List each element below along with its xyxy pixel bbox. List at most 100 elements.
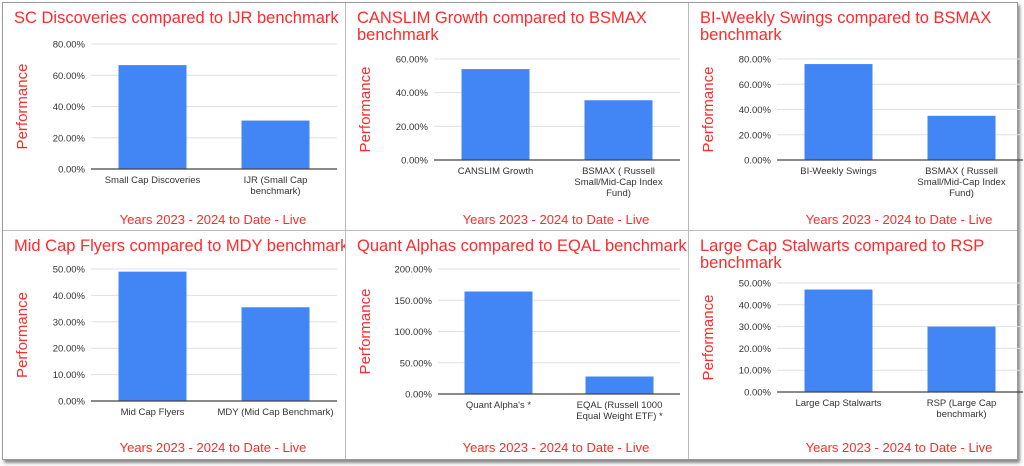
y-tick-label: 0.00% [58, 165, 85, 176]
y-axis-title: Performance [357, 67, 374, 153]
chart-title: SC Discoveries compared to IJR benchmark [14, 9, 339, 27]
bar [584, 100, 653, 160]
y-axis-title: Performance [14, 64, 31, 150]
x-tick-label: Mid Cap Flyers [121, 407, 185, 418]
chart-panel-quant-alphas: Quant Alphas compared to EQAL benchmark 0… [346, 231, 689, 459]
chart-title-line: benchmark [700, 26, 782, 44]
y-tick-label: 40.00% [396, 88, 429, 99]
y-tick-label: 40.00% [53, 291, 86, 302]
chart-title-line: CANSLIM Growth compared to BSMAX [357, 9, 647, 27]
y-tick-label: 20.00% [739, 130, 772, 141]
x-axis-title: Years 2023 - 2024 to Date - Live [463, 440, 650, 455]
y-tick-label: 10.00% [739, 366, 772, 377]
x-axis-title: Years 2023 - 2024 to Date - Live [806, 440, 993, 455]
bar [241, 307, 310, 401]
x-axis-title: Years 2023 - 2024 to Date - Live [120, 440, 307, 455]
y-tick-label: 40.00% [53, 102, 86, 113]
bar-chart: Mid Cap Flyers compared to MDY benchmark… [14, 237, 346, 455]
chart-panel-mid-cap-flyers: Mid Cap Flyers compared to MDY benchmark… [3, 231, 346, 459]
x-tick-label-line: Fund) [949, 188, 974, 199]
chart-title-line: SC Discoveries compared to IJR benchmark [14, 9, 339, 27]
bar [241, 120, 310, 169]
y-tick-label: 60.00% [396, 55, 429, 66]
dashboard-frame: SC Discoveries compared to IJR benchmark… [2, 2, 1023, 460]
x-tick-label: EQAL (Russell 1000 Equal Weight ETF) * [576, 400, 663, 422]
chart-title-line: Mid Cap Flyers compared to MDY benchmark [14, 237, 346, 255]
x-tick-label: RSP (Large Cap benchmark) [927, 398, 997, 420]
x-tick-label-line: IJR (Small Cap [244, 175, 308, 186]
y-tick-label: 0.00% [405, 390, 432, 401]
chart-title: CANSLIM Growth compared to BSMAX benchmar… [357, 9, 647, 44]
x-tick-label-line: Small Cap Discoveries [105, 175, 201, 186]
x-tick-label-line: CANSLIM Growth [458, 166, 534, 177]
x-tick-label-line: Small/Mid-Cap Index [917, 177, 1005, 188]
y-tick-label: 0.00% [401, 156, 428, 167]
y-tick-label: 40.00% [739, 300, 772, 311]
y-tick-label: 0.00% [58, 397, 85, 408]
y-tick-label: 40.00% [739, 105, 772, 116]
y-axis-title: Performance [14, 292, 31, 378]
x-axis-title: Years 2023 - 2024 to Date - Live [120, 212, 307, 227]
y-tick-label: 50.00% [400, 358, 433, 369]
bar [118, 271, 187, 401]
bar [927, 326, 996, 392]
chart-title-line: benchmark [357, 26, 439, 44]
x-tick-label-line: Fund) [606, 188, 631, 199]
x-tick-label: Large Cap Stalwarts [795, 398, 881, 409]
chart-panel-biweekly-swings: BI-Weekly Swings compared to BSMAX benchm… [689, 3, 1024, 231]
y-tick-label: 50.00% [53, 265, 86, 276]
chart-title: Large Cap Stalwarts compared to RSP bench… [700, 237, 984, 272]
x-tick-label-line: EQAL (Russell 1000 [577, 400, 663, 411]
x-axis-title: Years 2023 - 2024 to Date - Live [806, 212, 993, 227]
bar [118, 65, 187, 169]
y-tick-label: 60.00% [739, 80, 772, 91]
bar-chart: BI-Weekly Swings compared to BSMAX benchm… [700, 9, 1023, 227]
x-tick-label-line: BSMAX ( Russell [582, 166, 655, 177]
x-tick-label-line: Equal Weight ETF) * [576, 411, 663, 422]
chart-title-line: benchmark [700, 254, 782, 272]
x-tick-label-line: MDY (Mid Cap Benchmark) [218, 407, 334, 418]
y-tick-label: 50.00% [739, 279, 772, 290]
x-tick-label: Small Cap Discoveries [105, 175, 201, 186]
y-tick-label: 20.00% [396, 122, 429, 133]
divider [3, 230, 1017, 231]
x-axis-title: Years 2023 - 2024 to Date - Live [463, 212, 650, 227]
x-tick-label-line: benchmark) [936, 409, 986, 420]
chart-title: Mid Cap Flyers compared to MDY benchmark [14, 237, 346, 255]
divider [345, 3, 346, 459]
x-tick-label-line: benchmark) [250, 186, 300, 197]
x-tick-label-line: Large Cap Stalwarts [795, 398, 881, 409]
y-axis-title: Performance [700, 67, 717, 153]
y-tick-label: 20.00% [53, 133, 86, 144]
y-axis-title: Performance [357, 289, 374, 375]
x-tick-label: BSMAX ( Russell Small/Mid-Cap Index Fund) [574, 166, 662, 199]
y-tick-label: 0.00% [744, 156, 771, 167]
y-axis-title: Performance [700, 295, 717, 381]
y-tick-label: 150.00% [394, 296, 432, 307]
chart-title: Quant Alphas compared to EQAL benchmark [357, 237, 687, 255]
x-tick-label-line: Quant Alpha's * [466, 400, 531, 411]
y-tick-label: 0.00% [744, 388, 771, 399]
x-tick-label-line: BSMAX ( Russell [925, 166, 998, 177]
x-tick-label: Quant Alpha's * [466, 400, 531, 411]
chart-panel-canslim-growth: CANSLIM Growth compared to BSMAX benchmar… [346, 3, 689, 231]
x-tick-label-line: BI-Weekly Swings [800, 166, 877, 177]
x-tick-label: BI-Weekly Swings [800, 166, 877, 177]
x-tick-label: IJR (Small Cap benchmark) [244, 175, 308, 197]
bar [585, 376, 654, 394]
chart-title: BI-Weekly Swings compared to BSMAX benchm… [700, 9, 991, 44]
bar-chart: Quant Alphas compared to EQAL benchmark 0… [357, 237, 687, 455]
divider [688, 3, 689, 459]
chart-title-line: Quant Alphas compared to EQAL benchmark [357, 237, 687, 255]
bar [464, 291, 533, 394]
y-tick-label: 60.00% [53, 71, 86, 82]
x-tick-label: MDY (Mid Cap Benchmark) [218, 407, 334, 418]
bar [804, 289, 873, 392]
x-tick-label-line: RSP (Large Cap [927, 398, 997, 409]
bar-chart: Large Cap Stalwarts compared to RSP bench… [700, 237, 1023, 455]
y-tick-label: 30.00% [53, 317, 86, 328]
x-tick-label: BSMAX ( Russell Small/Mid-Cap Index Fund) [917, 166, 1005, 199]
y-tick-label: 30.00% [739, 322, 772, 333]
bar [927, 115, 996, 160]
x-tick-label: CANSLIM Growth [458, 166, 534, 177]
